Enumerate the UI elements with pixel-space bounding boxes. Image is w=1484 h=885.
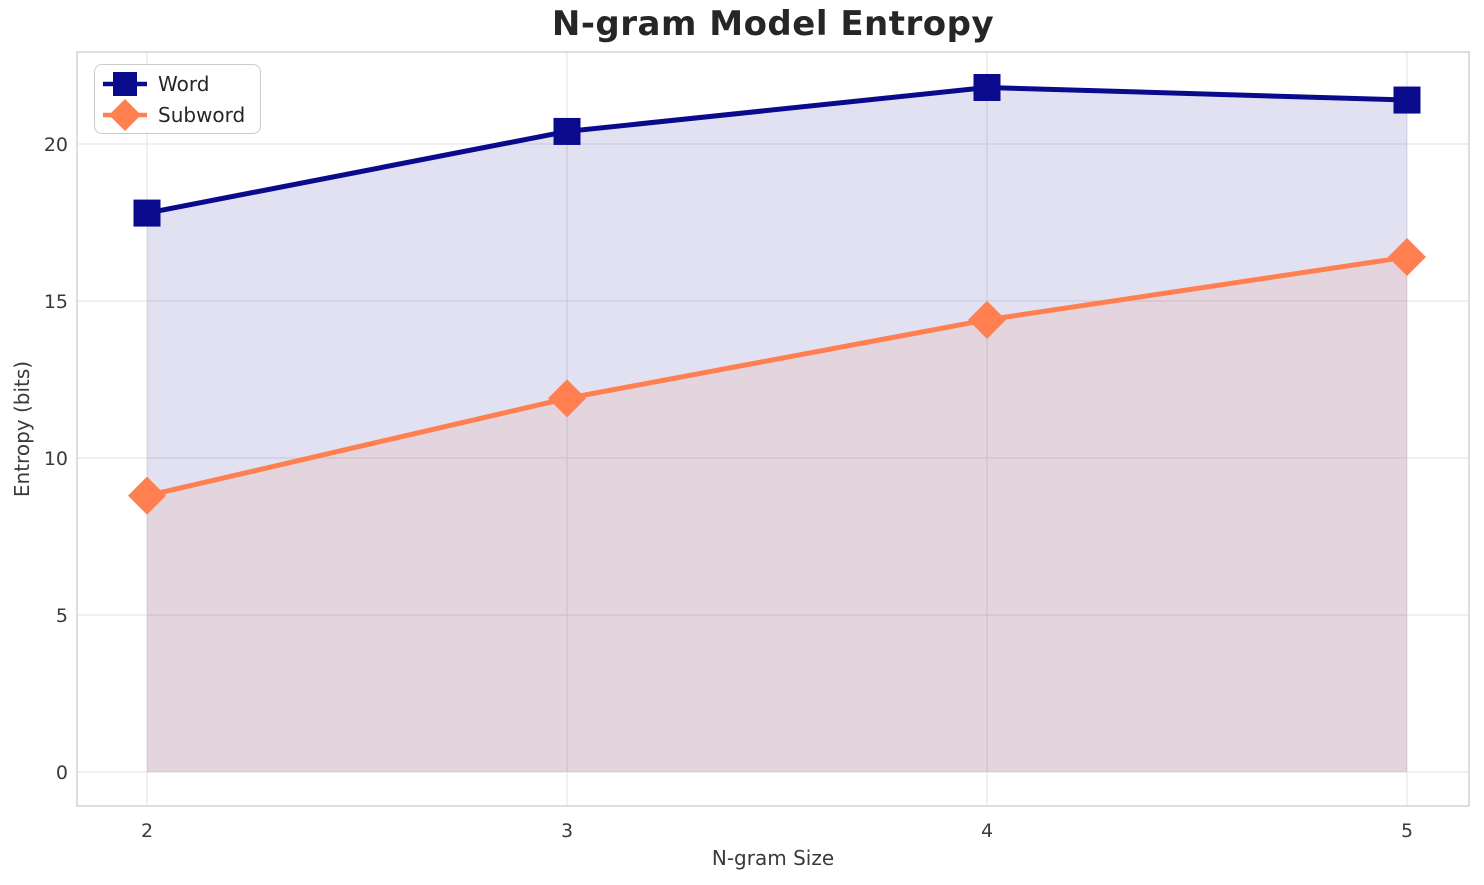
y-axis-label: Entropy (bits) [10,360,34,498]
word-point-marker [1393,86,1421,114]
chart-title: N-gram Model Entropy [551,4,995,44]
plot-border [76,51,1470,807]
subword-point-marker [128,476,166,515]
x-tick-label: 2 [141,820,153,842]
word-square-marker-icon [103,71,147,96]
legend: Word Subword [94,64,261,134]
x-axis-label: N-gram Size [711,846,835,870]
x-tick-label: 4 [981,820,993,842]
y-tick-label: 0 [56,762,68,784]
word-point-marker [133,199,161,227]
legend-item-subword: Subword [101,98,252,131]
word-point-marker [553,117,581,145]
subword-diamond-marker-icon [103,98,147,131]
subword-point-marker [1388,238,1426,277]
subword-line [144,254,1410,499]
x-tick-label: 5 [1401,820,1413,842]
word-point-marker [973,73,1001,101]
legend-item-word: Word [101,68,252,99]
y-tick-label: 5 [56,605,68,627]
subword-point-marker [548,379,586,418]
word-line [144,84,1410,216]
y-tick-label: 20 [44,134,68,156]
subword-area-fill [147,257,1407,772]
word-area-fill [147,87,1407,773]
subword-point-marker [968,300,1006,339]
y-tick-label: 10 [44,448,68,470]
legend-label-word: Word [158,71,210,96]
legend-label-subword: Subword [158,102,246,127]
x-tick-label: 3 [561,820,573,842]
y-tick-label: 15 [44,291,68,313]
